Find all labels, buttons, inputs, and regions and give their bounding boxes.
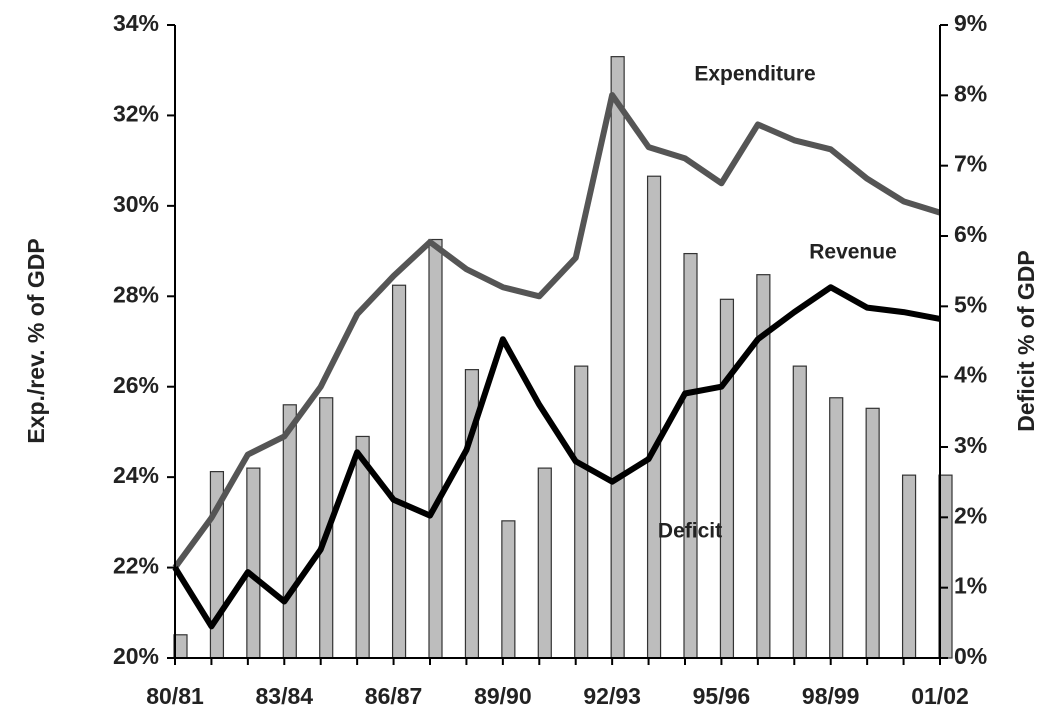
y-tick-label: 22% xyxy=(113,553,159,579)
y-tick-label: 34% xyxy=(113,10,159,36)
series-annotation: Revenue xyxy=(809,241,897,264)
bar xyxy=(391,284,407,659)
y-tick-label: 20% xyxy=(113,643,159,669)
x-tick-label: 01/02 xyxy=(911,683,969,709)
y2-tick-label: 5% xyxy=(954,291,987,317)
bar xyxy=(865,407,880,659)
x-tick-label: 86/87 xyxy=(365,683,423,709)
y2-tick-label: 1% xyxy=(954,573,987,599)
y-tick-label: 28% xyxy=(113,281,159,307)
y-tick-label: 30% xyxy=(113,191,159,217)
x-tick-label: 89/90 xyxy=(474,683,532,709)
x-tick-label: 98/99 xyxy=(802,683,860,709)
bar xyxy=(246,467,261,659)
bar xyxy=(501,520,516,659)
y-tick-label: 26% xyxy=(113,372,159,398)
y2-tick-label: 7% xyxy=(954,151,987,177)
y2-tick-label: 9% xyxy=(954,10,987,36)
series-annotation: Deficit xyxy=(658,520,722,543)
bar xyxy=(646,175,662,659)
y2-axis-title: Deficit % of GDP xyxy=(1013,250,1039,431)
x-tick-label: 95/96 xyxy=(693,683,751,709)
bar xyxy=(683,252,698,659)
y2-tick-label: 4% xyxy=(954,362,987,388)
bar xyxy=(282,404,297,659)
y2-tick-label: 6% xyxy=(954,221,987,247)
bar xyxy=(901,474,917,659)
y2-tick-label: 3% xyxy=(954,432,987,458)
bar xyxy=(829,397,844,659)
bar xyxy=(610,56,625,659)
y2-tick-label: 8% xyxy=(954,80,987,106)
line xyxy=(172,92,941,570)
y-tick-label: 32% xyxy=(113,101,159,127)
line xyxy=(172,284,941,630)
y-tick-label: 24% xyxy=(113,462,159,488)
bar xyxy=(792,365,807,659)
y2-tick-label: 2% xyxy=(954,502,987,528)
series-annotation: Expenditure xyxy=(694,63,815,86)
x-tick-label: 92/93 xyxy=(583,683,641,709)
y-axis-title: Exp./rev. % of GDP xyxy=(23,238,49,443)
x-tick-label: 80/81 xyxy=(146,683,204,709)
bar xyxy=(719,298,735,659)
x-tick-label: 83/84 xyxy=(256,683,314,709)
bar xyxy=(428,238,443,659)
bar xyxy=(537,467,552,659)
y2-tick-label: 0% xyxy=(954,643,987,669)
bar xyxy=(574,365,589,659)
